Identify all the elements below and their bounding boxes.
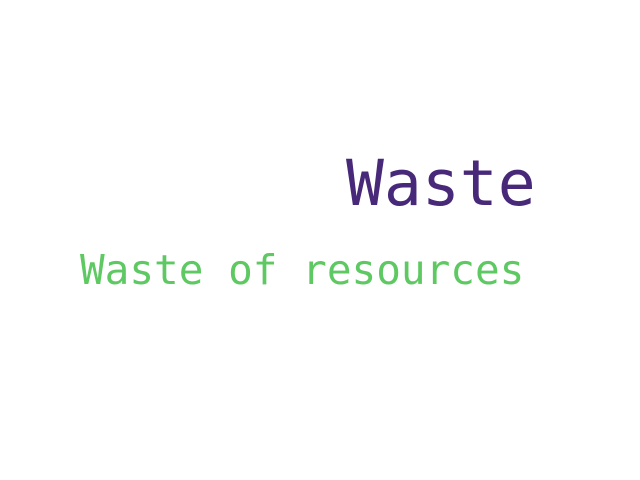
word-cloud-term-waste-of-resources: Waste of resources [80,246,525,294]
word-cloud-term-waste: Waste [346,147,536,220]
